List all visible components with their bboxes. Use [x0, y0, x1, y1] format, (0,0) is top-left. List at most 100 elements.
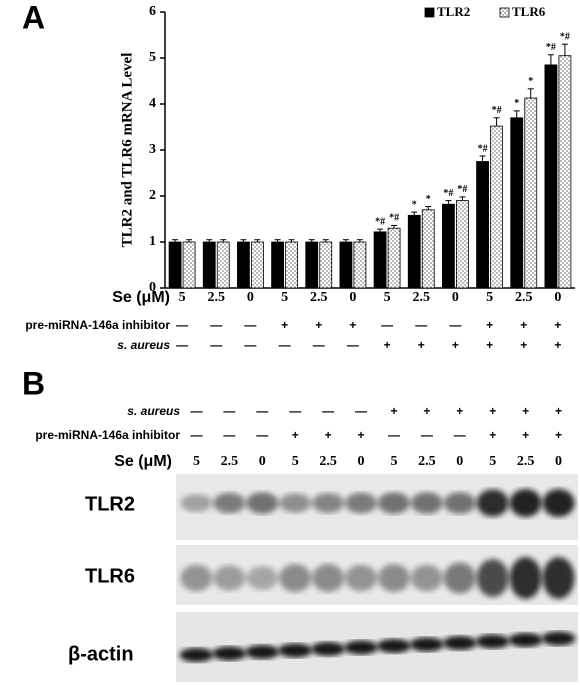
significance-label: * [528, 76, 533, 87]
x-tick-label: 0 [247, 290, 254, 305]
lane-label: 2.5 [221, 454, 239, 469]
y-tick-label: 6 [149, 4, 156, 19]
bar [421, 209, 435, 289]
bar [168, 241, 182, 289]
lane-label: 2.5 [517, 454, 535, 469]
treatment-mark: + [489, 404, 496, 418]
lane-label: 0 [555, 454, 562, 469]
treatment-mark: + [486, 318, 493, 332]
blot-band [213, 565, 246, 591]
lane-label: 5 [489, 454, 496, 469]
treatment-mark: — [244, 338, 256, 352]
bar [251, 241, 264, 289]
x-tick-label: 2.5 [208, 290, 226, 305]
blot-band [542, 489, 575, 517]
blot-band [508, 633, 543, 647]
lane-label: 0 [358, 454, 365, 469]
treatment-mark: — [223, 428, 235, 442]
x-tick-label: 2.5 [413, 290, 431, 305]
lane-label: 5 [292, 454, 299, 469]
row-label: pre-miRNA-146a inhibitor [25, 318, 170, 332]
treatment-mark: — [388, 428, 400, 442]
blot-band [279, 564, 312, 592]
treatment-mark: + [418, 338, 425, 352]
lane-label: 5 [193, 454, 200, 469]
treatment-mark: — [454, 428, 466, 442]
y-axis-label: TLR2 and TLR6 mRNA Level [119, 53, 135, 248]
panel-label: B [22, 365, 45, 401]
significance-label: * [426, 194, 431, 205]
blot-band [377, 564, 410, 592]
blot-band [278, 643, 313, 658]
blot-band [180, 494, 213, 512]
blot-band [443, 562, 476, 594]
treatment-mark: — [355, 404, 367, 418]
blot-band [475, 634, 510, 649]
x-tick-label: 5 [486, 290, 493, 305]
x-tick-label: 0 [349, 290, 356, 305]
blot-band [311, 642, 346, 656]
bar [305, 241, 319, 289]
x-tick-label: 5 [384, 290, 391, 305]
row-label: Se (μM) [114, 453, 172, 470]
blot-band [476, 489, 509, 517]
significance-label: *# [443, 188, 453, 199]
y-tick-label: 0 [149, 280, 156, 295]
bar [339, 241, 353, 289]
treatment-mark: — [289, 404, 301, 418]
significance-label: * [514, 98, 519, 109]
blot-band [345, 492, 378, 514]
treatment-mark: + [452, 338, 459, 352]
treatment-mark: — [190, 404, 202, 418]
blot-band [509, 557, 542, 599]
x-tick-label: 0 [452, 290, 459, 305]
bar [182, 241, 196, 289]
panel-label: A [22, 0, 45, 35]
blot-band [180, 564, 213, 592]
bar [216, 241, 230, 289]
treatment-mark: + [281, 318, 288, 332]
treatment-mark: — [415, 318, 427, 332]
legend-swatch [499, 7, 510, 18]
lane-label: 5 [390, 454, 397, 469]
bar [387, 227, 401, 289]
significance-label: *# [478, 143, 488, 154]
blot-band [443, 492, 476, 514]
blot-band [246, 566, 279, 590]
blot-band [312, 493, 345, 513]
treatment-mark: — [381, 318, 393, 332]
row-label: Se (μM) [112, 289, 170, 306]
treatment-mark: — [256, 404, 268, 418]
treatment-mark: — [190, 428, 202, 442]
treatment-mark: — [244, 318, 256, 332]
treatment-mark: — [256, 428, 268, 442]
x-tick-label: 5 [179, 290, 186, 305]
bar [544, 64, 558, 289]
y-tick-label: 4 [149, 96, 156, 111]
y-tick-label: 1 [149, 234, 156, 249]
treatment-mark: + [456, 404, 463, 418]
blot-band [246, 492, 279, 514]
treatment-mark: + [423, 404, 430, 418]
treatment-mark: + [554, 318, 561, 332]
legend-label: TLR6 [512, 4, 546, 19]
treatment-mark: — [322, 404, 334, 418]
blot-band [410, 492, 443, 514]
treatment-mark: + [489, 428, 496, 442]
blot-band [410, 564, 443, 592]
blot-band [409, 637, 444, 652]
treatment-mark: + [522, 428, 529, 442]
row-label: s. aureus [127, 404, 180, 418]
treatment-mark: + [520, 338, 527, 352]
treatment-mark: — [176, 318, 188, 332]
treatment-mark: — [176, 338, 188, 352]
blot-band [476, 559, 509, 597]
treatment-mark: + [555, 404, 562, 418]
treatment-mark: + [522, 404, 529, 418]
significance-label: *# [492, 105, 502, 116]
bar [202, 241, 216, 289]
lane-label: 2.5 [418, 454, 436, 469]
treatment-mark: — [421, 428, 433, 442]
bar [319, 241, 333, 289]
